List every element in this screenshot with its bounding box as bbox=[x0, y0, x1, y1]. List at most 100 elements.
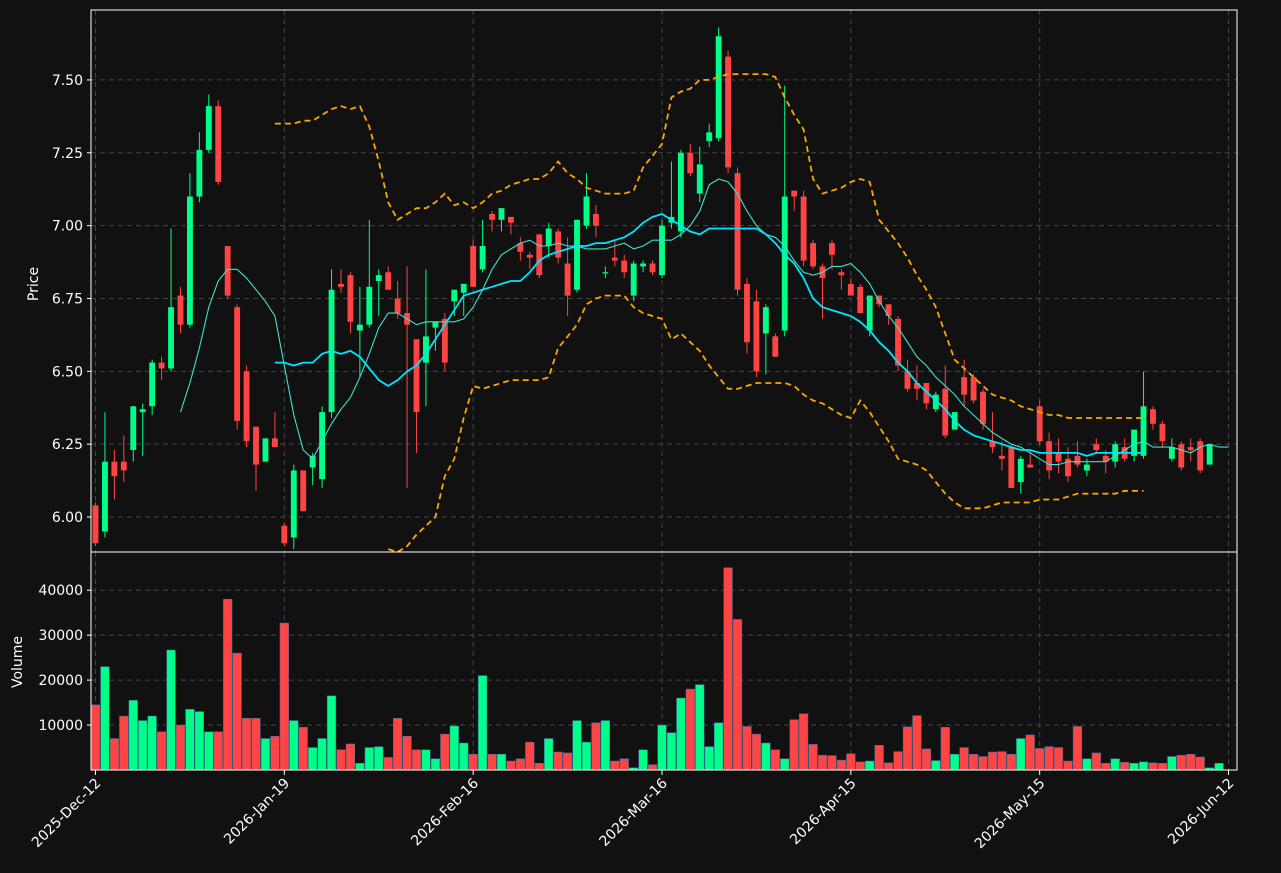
candle-down bbox=[243, 371, 250, 442]
volume-bar bbox=[525, 741, 535, 770]
candle-down bbox=[611, 257, 618, 261]
volume-bar bbox=[912, 715, 922, 770]
volume-bar bbox=[780, 758, 790, 770]
candle-down bbox=[1178, 444, 1185, 468]
candle-down bbox=[734, 173, 741, 290]
volume-bar bbox=[600, 720, 610, 770]
volume-bar bbox=[430, 758, 440, 770]
candle-up bbox=[677, 152, 684, 232]
candle-down bbox=[772, 336, 779, 357]
candle-down bbox=[687, 152, 694, 174]
volume-tick-label: 30000 bbox=[38, 628, 83, 644]
volume-bar bbox=[751, 733, 762, 770]
bollinger-upper-line bbox=[274, 73, 1144, 419]
candle-down bbox=[744, 283, 750, 343]
candle-down bbox=[394, 298, 401, 314]
volume-bar bbox=[1148, 762, 1158, 770]
candle-down bbox=[158, 362, 165, 369]
volume-bar bbox=[515, 758, 525, 770]
candle-down bbox=[810, 243, 816, 267]
candle-up bbox=[602, 272, 609, 274]
volume-bar bbox=[147, 715, 157, 770]
volume-bar bbox=[1138, 761, 1149, 770]
volume-bar bbox=[638, 749, 648, 770]
candle-down bbox=[120, 461, 127, 471]
volume-bar bbox=[836, 759, 846, 770]
price-tick-label: 6.25 bbox=[52, 437, 83, 453]
price-tick-label: 6.75 bbox=[52, 291, 83, 307]
volume-bar bbox=[487, 754, 497, 770]
volume-bar bbox=[91, 704, 101, 770]
volume-bar bbox=[799, 713, 809, 770]
candle-down bbox=[470, 246, 477, 287]
volume-bar bbox=[695, 684, 705, 770]
volume-bar bbox=[119, 715, 129, 770]
volume-bar bbox=[968, 754, 979, 770]
volume-bar bbox=[808, 744, 818, 770]
volume-tick-label: 40000 bbox=[38, 583, 83, 599]
price-axis-title: Price bbox=[26, 267, 42, 301]
candle-up bbox=[432, 321, 439, 328]
volume-bar bbox=[591, 722, 601, 770]
price-tick-label: 7.50 bbox=[52, 73, 83, 89]
volume-bar bbox=[959, 747, 969, 770]
candle-down bbox=[885, 304, 892, 316]
candle-down bbox=[508, 216, 514, 223]
candle-down bbox=[1065, 458, 1071, 477]
candle-down bbox=[621, 260, 628, 273]
volume-bar bbox=[1063, 760, 1073, 770]
volume-bar bbox=[298, 727, 308, 770]
candle-up bbox=[423, 336, 429, 363]
volume-bar bbox=[411, 749, 422, 770]
volume-bar bbox=[742, 726, 752, 770]
volume-bar bbox=[270, 736, 280, 770]
candle-down bbox=[385, 272, 392, 290]
volume-bar bbox=[865, 760, 875, 770]
volume-bar bbox=[402, 736, 412, 770]
candle-up bbox=[630, 263, 637, 296]
candle-up bbox=[102, 461, 108, 532]
volume-bar bbox=[449, 725, 459, 770]
candle-down bbox=[592, 213, 599, 226]
candle-up bbox=[319, 412, 326, 480]
volume-bar bbox=[289, 720, 299, 770]
volume-bar bbox=[194, 711, 204, 770]
volume-bar bbox=[506, 760, 516, 770]
volume-bar bbox=[1025, 734, 1035, 770]
candle-up bbox=[1168, 447, 1175, 459]
volume-bar bbox=[581, 741, 592, 770]
candle-up bbox=[715, 36, 722, 139]
candle-down bbox=[224, 246, 231, 296]
candles-group bbox=[92, 27, 1229, 552]
volume-bar bbox=[468, 754, 478, 770]
volume-bar bbox=[279, 622, 289, 770]
volume-bar bbox=[553, 751, 563, 770]
volume-bar bbox=[647, 764, 658, 770]
volume-bar bbox=[1214, 763, 1224, 770]
candle-down bbox=[791, 190, 798, 197]
candle-down bbox=[753, 301, 760, 372]
candle-up bbox=[781, 196, 788, 331]
volume-bar bbox=[213, 731, 223, 770]
candle-up bbox=[262, 438, 269, 462]
volume-bar bbox=[1006, 754, 1016, 770]
volume-bar bbox=[440, 733, 450, 770]
candle-down bbox=[271, 438, 278, 448]
candle-down bbox=[913, 382, 920, 389]
candle-down bbox=[1102, 455, 1109, 462]
ma-fast-line bbox=[179, 178, 1229, 466]
candle-up bbox=[498, 208, 505, 220]
volume-bar bbox=[685, 688, 695, 770]
candle-up bbox=[762, 307, 769, 334]
volume-bar bbox=[544, 738, 554, 770]
candle-down bbox=[904, 371, 911, 389]
candle-down bbox=[489, 213, 495, 220]
volume-bar bbox=[534, 763, 544, 770]
volume-bar bbox=[1110, 758, 1120, 770]
candle-up bbox=[290, 470, 297, 538]
candle-down bbox=[942, 388, 949, 436]
volume-bar bbox=[109, 738, 119, 770]
volume-bar bbox=[714, 722, 724, 770]
candle-down bbox=[564, 263, 571, 296]
ma-slow-line bbox=[274, 213, 1144, 457]
